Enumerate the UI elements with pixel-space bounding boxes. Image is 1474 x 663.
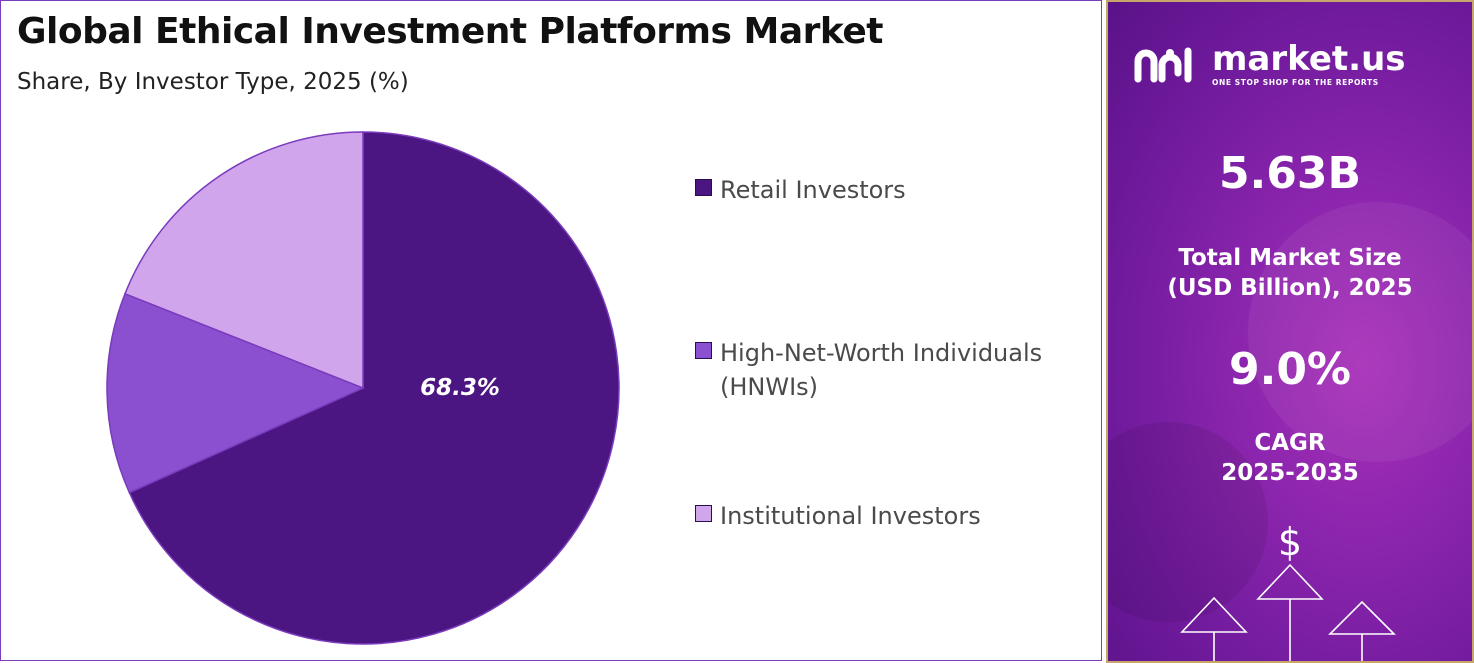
legend-swatch xyxy=(695,179,712,196)
cagr-label: CAGR xyxy=(1254,430,1326,456)
arrow-up-icon xyxy=(1256,563,1324,661)
brand-name: market.us xyxy=(1212,39,1406,79)
pie-slice-hnwi xyxy=(106,292,365,494)
legend-label: Institutional Investors xyxy=(720,502,981,530)
legend-label: Retail Investors xyxy=(720,176,906,204)
chart-panel: Global Ethical Investment Platforms Mark… xyxy=(0,0,1102,661)
legend-item-hnwi: High-Net-Worth Individuals (HNWIs) xyxy=(695,336,1070,404)
legend-item-institutional: Institutional Investors xyxy=(695,499,1080,533)
legend-label: High-Net-Worth Individuals (HNWIs) xyxy=(720,339,1043,401)
cagr-value: 9.0% xyxy=(1228,344,1352,395)
legend-item-retail: Retail Investors xyxy=(695,173,1080,207)
chart-subtitle: Share, By Investor Type, 2025 (%) xyxy=(17,69,409,95)
pie-slice-institutional xyxy=(124,131,364,390)
summary-panel: market.us ONE STOP SHOP FOR THE REPORTS … xyxy=(1106,0,1474,663)
arrow-up-icon xyxy=(1180,596,1248,661)
market-size-value: 5.63B xyxy=(1218,148,1362,199)
pie-chart: 68.3% xyxy=(106,131,620,645)
market-size-unit-label: (USD Billion), 2025 xyxy=(1167,275,1413,301)
brand-logo: market.us ONE STOP SHOP FOR THE REPORTS xyxy=(1132,42,1406,87)
cagr-period-label: 2025-2035 xyxy=(1221,460,1359,486)
chart-title: Global Ethical Investment Platforms Mark… xyxy=(17,11,884,52)
market-size-label: Total Market Size xyxy=(1178,245,1402,271)
pie-slice-retail xyxy=(128,131,620,645)
background-decoration xyxy=(1108,422,1268,622)
arrow-up-icon xyxy=(1328,600,1396,661)
legend-swatch xyxy=(695,342,712,359)
growth-arrows-illustration xyxy=(1180,563,1396,661)
background-decoration xyxy=(1248,202,1472,462)
data-label-retail: 68.3% xyxy=(420,375,500,401)
market-us-logo-icon xyxy=(1134,47,1192,82)
legend-swatch xyxy=(695,505,712,522)
dollar-sign-icon: $ xyxy=(1277,520,1303,564)
brand-tagline: ONE STOP SHOP FOR THE REPORTS xyxy=(1212,78,1379,87)
